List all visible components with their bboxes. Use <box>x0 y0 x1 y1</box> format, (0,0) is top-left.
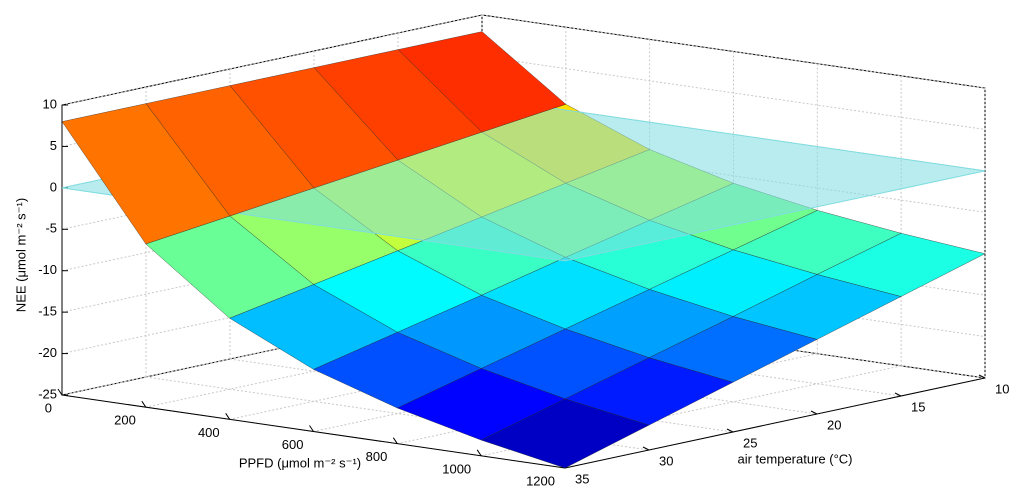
grid-line <box>61 14 483 106</box>
surface-patch <box>61 103 231 245</box>
x-tick-label: 1200 <box>526 473 555 488</box>
tick-mark <box>225 413 231 420</box>
y-axis-label: air temperature (°C) <box>737 451 852 466</box>
tick-mark <box>726 428 734 433</box>
grid-line <box>313 341 734 432</box>
y-axis <box>564 377 986 469</box>
x-tick-label: 0 <box>45 400 52 415</box>
x-tick-label: 400 <box>198 425 220 440</box>
z-tick-label: 0 <box>50 179 57 194</box>
y-tick-label: 10 <box>995 381 1009 396</box>
x-tick-label: 800 <box>366 449 388 464</box>
z-tick-label: -25 <box>38 386 57 401</box>
x-tick-label: 200 <box>114 413 136 428</box>
tick-mark <box>978 374 986 379</box>
z-tick-label: -5 <box>45 221 57 236</box>
grid-line <box>229 328 650 420</box>
y-tick-label: 25 <box>743 435 757 450</box>
x-axis-label: PPFD (μmol m⁻² s⁻¹) <box>239 455 361 470</box>
grid-line <box>229 358 734 433</box>
y-tick-label: 20 <box>827 417 841 432</box>
y-tick-label: 35 <box>575 471 589 486</box>
z-tick-label: -15 <box>38 304 57 319</box>
tick-mark <box>894 392 902 397</box>
y-tick-label: 15 <box>911 399 925 414</box>
z-tick-label: -10 <box>38 262 57 277</box>
tick-mark <box>810 410 818 415</box>
grid-line <box>145 376 650 451</box>
tick-mark <box>392 437 398 444</box>
grid-line <box>61 304 483 396</box>
grid-line <box>145 316 566 408</box>
tick-mark <box>141 400 147 408</box>
tick-mark <box>642 446 650 451</box>
tick-mark <box>309 425 314 432</box>
x-tick-label: 600 <box>282 437 304 452</box>
z-axis-label: NEE (μmol m⁻² s⁻¹) <box>13 198 28 312</box>
tick-mark <box>57 388 63 396</box>
axis-labels: NEE (μmol m⁻² s⁻¹) PPFD (μmol m⁻² s⁻¹) a… <box>13 198 852 471</box>
x-tick-label: 1000 <box>442 461 471 476</box>
z-tick-label: 5 <box>50 138 57 153</box>
y-tick-label: 30 <box>659 453 673 468</box>
tick-mark <box>476 449 482 457</box>
z-tick-label: -20 <box>38 345 57 360</box>
surface-patch <box>480 398 650 469</box>
z-tick-label: 10 <box>43 96 57 111</box>
surface <box>61 31 986 469</box>
